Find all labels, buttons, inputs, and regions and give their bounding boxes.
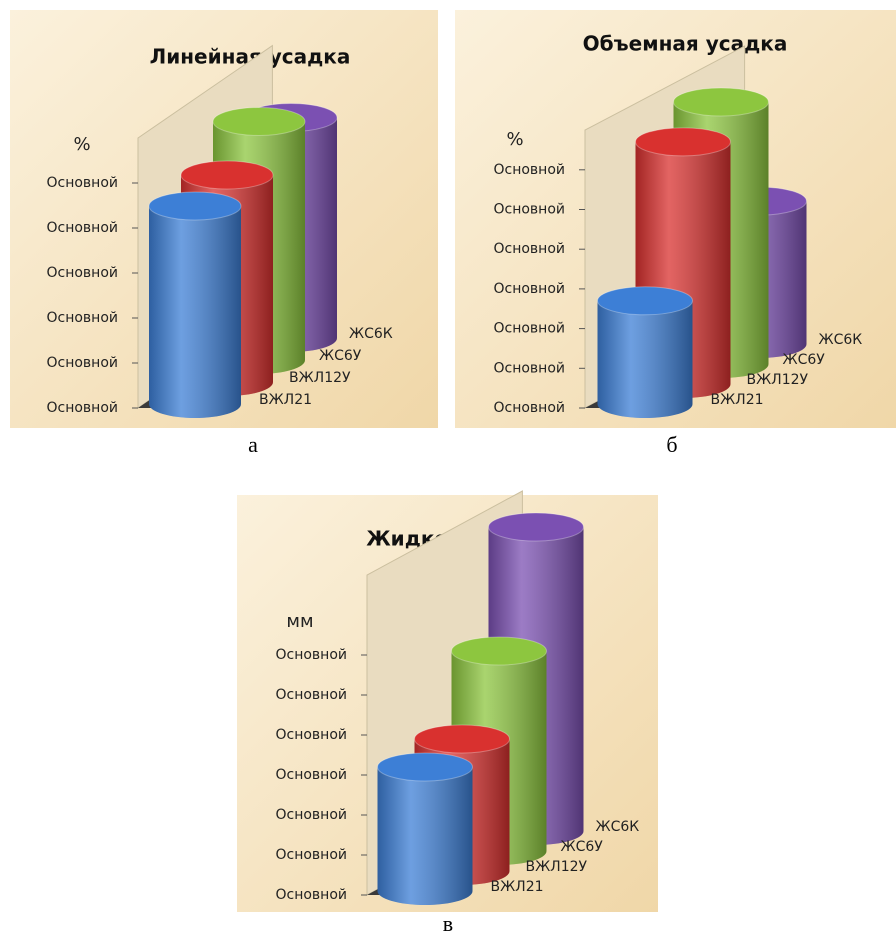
- x-tick-label: ЖС6У: [783, 352, 826, 368]
- y-tick-label: Основной: [275, 767, 347, 783]
- y-axis-label: %: [73, 134, 90, 155]
- x-tick-label: ВЖЛ21: [259, 392, 312, 408]
- caption: в: [443, 911, 453, 936]
- cylinder-shade: [149, 206, 241, 418]
- cylinder-top: [451, 636, 547, 666]
- cylinder-top: [212, 107, 306, 136]
- y-tick-label: Основной: [493, 321, 565, 337]
- x-tick-label: ЖС6К: [596, 819, 640, 835]
- x-tick-label: ЖС6У: [319, 348, 362, 364]
- y-tick-label: Основной: [493, 360, 565, 376]
- cylinder-top: [414, 724, 510, 754]
- cylinder: [377, 752, 473, 906]
- y-tick-label: Основной: [46, 400, 118, 416]
- y-tick-label: Основной: [46, 310, 118, 326]
- y-tick-label: Основной: [275, 687, 347, 703]
- y-axis-label: %: [506, 129, 523, 150]
- x-tick-label: ЖС6К: [349, 326, 393, 342]
- x-tick-label: ВЖЛ21: [491, 879, 544, 895]
- caption: а: [248, 432, 258, 457]
- cylinder-shade: [597, 300, 693, 418]
- cylinder-top: [148, 191, 242, 221]
- caption: б: [666, 432, 677, 457]
- cylinder-top: [180, 160, 274, 190]
- x-tick-label: ВЖЛ12У: [289, 370, 351, 386]
- y-tick-label: Основной: [46, 220, 118, 236]
- x-tick-label: ЖС6К: [819, 332, 863, 348]
- cylinder-top: [488, 512, 584, 542]
- y-tick-label: Основной: [275, 647, 347, 663]
- x-tick-label: ВЖЛ21: [711, 392, 764, 408]
- y-tick-label: Основной: [275, 807, 347, 823]
- x-tick-label: ВЖЛ12У: [747, 372, 809, 388]
- cylinder: [597, 286, 693, 418]
- x-tick-label: ЖС6У: [561, 839, 604, 855]
- cylinder-top: [377, 752, 473, 782]
- chart-title: Объемная усадка: [583, 32, 788, 56]
- cylinder: [148, 191, 242, 418]
- cylinder-top: [635, 127, 731, 157]
- x-tick-label: ВЖЛ12У: [526, 859, 588, 875]
- cylinder-top: [597, 286, 693, 316]
- y-tick-label: Основной: [493, 162, 565, 178]
- y-tick-label: Основной: [493, 202, 565, 218]
- y-tick-label: Основной: [493, 400, 565, 416]
- y-tick-label: Основной: [46, 265, 118, 281]
- cylinder-shade: [377, 767, 473, 906]
- y-tick-label: Основной: [46, 355, 118, 371]
- y-tick-label: Основной: [275, 847, 347, 863]
- y-tick-label: Основной: [493, 241, 565, 257]
- y-tick-label: Основной: [493, 281, 565, 297]
- y-axis-label: мм: [286, 611, 313, 632]
- y-tick-label: Основной: [46, 175, 118, 191]
- y-tick-label: Основной: [275, 887, 347, 903]
- y-tick-label: Основной: [275, 727, 347, 743]
- cylinder-top: [673, 87, 769, 117]
